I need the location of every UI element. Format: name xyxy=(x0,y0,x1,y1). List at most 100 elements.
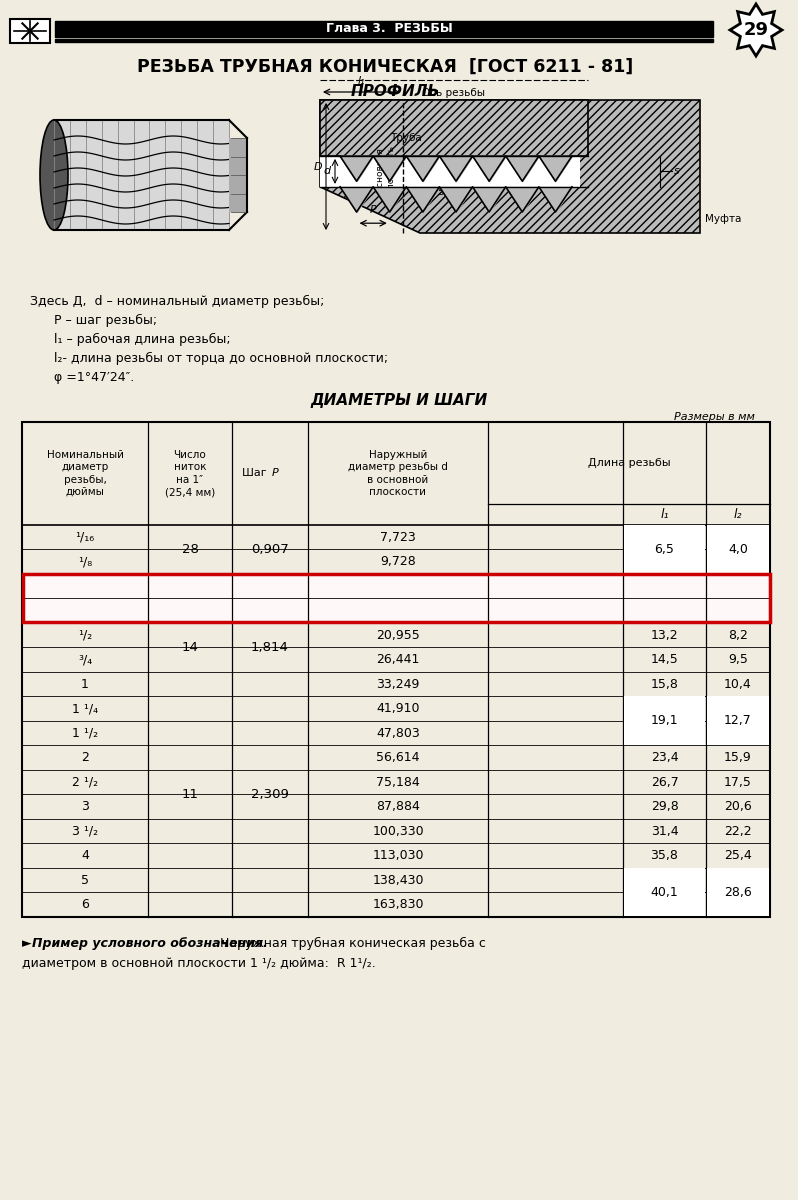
Text: 23,4: 23,4 xyxy=(650,751,678,764)
Text: l₁: l₁ xyxy=(358,76,365,86)
Text: 5: 5 xyxy=(81,874,89,887)
Text: 40,1: 40,1 xyxy=(650,886,678,899)
Text: 26,441: 26,441 xyxy=(377,653,420,666)
Text: 3 ¹/₂: 3 ¹/₂ xyxy=(72,824,98,838)
Text: d: d xyxy=(324,167,331,176)
Text: ПРОФИЛЬ: ПРОФИЛЬ xyxy=(350,84,440,100)
Text: Муфта: Муфта xyxy=(705,214,741,224)
Text: 12,7: 12,7 xyxy=(724,702,752,715)
Text: 10,1: 10,1 xyxy=(650,604,678,617)
Text: 163,830: 163,830 xyxy=(372,898,424,911)
Text: 14,5: 14,5 xyxy=(650,653,678,666)
Bar xyxy=(707,524,769,574)
Text: ³/₈: ³/₈ xyxy=(78,604,92,617)
Polygon shape xyxy=(730,4,782,56)
Text: Число
ниток
на 1″
(25,4 мм): Число ниток на 1″ (25,4 мм) xyxy=(165,450,215,497)
Text: ¹/₁₆: ¹/₁₆ xyxy=(76,530,94,544)
Text: 0,907: 0,907 xyxy=(251,542,289,556)
Bar xyxy=(624,868,705,917)
Text: 1,337: 1,337 xyxy=(251,592,289,605)
Text: l₂- длина резьбы от торца до основной плоскости;: l₂- длина резьбы от торца до основной пл… xyxy=(30,352,388,365)
Text: ►: ► xyxy=(22,937,32,950)
Bar xyxy=(229,138,247,212)
Text: 7,723: 7,723 xyxy=(380,530,416,544)
Text: 9,728: 9,728 xyxy=(380,556,416,568)
Text: 47,803: 47,803 xyxy=(376,727,420,739)
Text: 1,814: 1,814 xyxy=(251,641,289,654)
Text: 4,0: 4,0 xyxy=(728,530,748,544)
Text: l₁ – рабочая длина резьбы;: l₁ – рабочая длина резьбы; xyxy=(30,332,231,346)
Text: φ =1°47′24″.: φ =1°47′24″. xyxy=(30,371,134,384)
Text: 17,5: 17,5 xyxy=(724,775,752,788)
Text: l₂: l₂ xyxy=(733,508,742,521)
Text: Р – шаг резьбы;: Р – шаг резьбы; xyxy=(30,314,157,328)
Text: диаметром в основной плоскости 1 ¹/₂ дюйма:  R 1¹/₂.: диаметром в основной плоскости 1 ¹/₂ дюй… xyxy=(22,956,376,970)
Text: ¹/₄: ¹/₄ xyxy=(78,580,92,593)
Text: D: D xyxy=(314,162,322,172)
Bar xyxy=(707,696,769,745)
Text: 4: 4 xyxy=(81,850,89,862)
Text: 28: 28 xyxy=(182,542,199,556)
Text: 19,1: 19,1 xyxy=(650,702,678,715)
Text: 6: 6 xyxy=(81,898,89,911)
Text: Основная
плоскость: Основная плоскость xyxy=(375,145,395,194)
Text: 19,1: 19,1 xyxy=(650,714,678,727)
Text: 22,2: 22,2 xyxy=(725,824,752,838)
Text: 6,4: 6,4 xyxy=(728,604,748,617)
Text: 15,9: 15,9 xyxy=(724,751,752,764)
Text: Пример условного обозначения.: Пример условного обозначения. xyxy=(32,937,268,950)
Text: 25,4: 25,4 xyxy=(724,850,752,862)
Text: 9,5: 9,5 xyxy=(728,653,748,666)
Text: 2: 2 xyxy=(81,751,89,764)
Text: 1 ¹/₂: 1 ¹/₂ xyxy=(72,727,98,739)
Text: Ось резьбы: Ось резьбы xyxy=(422,88,485,98)
Text: 35,8: 35,8 xyxy=(650,850,678,862)
Text: 56,614: 56,614 xyxy=(376,751,420,764)
Text: 8,2: 8,2 xyxy=(728,629,748,642)
Text: 14: 14 xyxy=(182,641,199,654)
Text: P: P xyxy=(369,205,377,215)
Text: 6,0: 6,0 xyxy=(728,580,748,593)
Bar xyxy=(10,19,50,43)
Text: 138,430: 138,430 xyxy=(372,874,424,887)
Text: 20,6: 20,6 xyxy=(724,800,752,814)
Bar xyxy=(23,599,769,623)
Text: 55°: 55° xyxy=(437,187,456,197)
Bar xyxy=(707,868,769,917)
Text: 31,4: 31,4 xyxy=(650,824,678,838)
Text: 29,8: 29,8 xyxy=(650,800,678,814)
Text: Номинальный
диаметр
резьбы,
дюймы: Номинальный диаметр резьбы, дюймы xyxy=(46,450,124,497)
Polygon shape xyxy=(320,100,700,233)
Text: 9,7: 9,7 xyxy=(654,580,674,593)
Text: l₁: l₁ xyxy=(660,508,669,521)
Text: 1: 1 xyxy=(81,678,89,691)
Bar xyxy=(320,156,580,187)
Text: 33,249: 33,249 xyxy=(377,678,420,691)
Text: 10,4: 10,4 xyxy=(724,678,752,691)
Text: 20,955: 20,955 xyxy=(376,629,420,642)
Text: s: s xyxy=(674,167,680,176)
Text: Длина резьбы: Длина резьбы xyxy=(587,458,670,468)
Text: 15,8: 15,8 xyxy=(650,678,678,691)
Text: 13,2: 13,2 xyxy=(650,629,678,642)
Text: 113,030: 113,030 xyxy=(372,850,424,862)
Text: ¹/₂: ¹/₂ xyxy=(78,629,92,642)
Text: P: P xyxy=(272,468,279,479)
Text: Наружная трубная коническая резьба с: Наружная трубная коническая резьба с xyxy=(32,937,486,950)
Text: 26,7: 26,7 xyxy=(650,775,678,788)
Text: Глава 3.  РЕЗЬБЫ: Глава 3. РЕЗЬБЫ xyxy=(326,23,452,36)
Ellipse shape xyxy=(40,120,68,230)
Bar xyxy=(624,524,705,574)
Text: 2 ¹/₂: 2 ¹/₂ xyxy=(72,775,98,788)
Text: 28,6: 28,6 xyxy=(724,898,752,911)
Bar xyxy=(22,422,770,917)
Bar xyxy=(23,574,769,598)
Text: 6,5: 6,5 xyxy=(654,530,674,544)
Text: 4,0: 4,0 xyxy=(728,542,748,556)
Bar xyxy=(22,575,769,623)
Text: 29: 29 xyxy=(744,20,768,38)
Bar xyxy=(55,38,713,42)
Text: РЕЗЬБА ТРУБНАЯ КОНИЧЕСКАЯ  [ГОСТ 6211 - 81]: РЕЗЬБА ТРУБНАЯ КОНИЧЕСКАЯ [ГОСТ 6211 - 8… xyxy=(137,58,633,76)
Bar xyxy=(55,20,713,37)
Text: 40,1: 40,1 xyxy=(650,898,678,911)
